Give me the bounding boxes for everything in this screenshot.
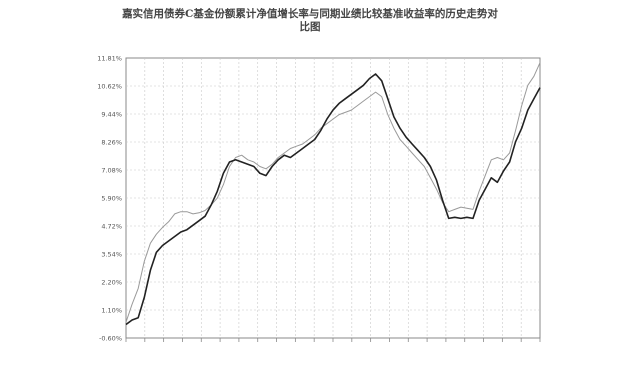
y-tick-label: 2.20%	[101, 279, 122, 287]
series-line-fund	[125, 73, 541, 326]
series-line-benchmark	[125, 62, 541, 323]
y-tick-label: 5.90%	[101, 195, 122, 203]
y-tick-label: 9.44%	[101, 111, 122, 119]
y-tick-label: 4.72%	[101, 223, 122, 231]
y-tick-label: -0.60%	[99, 335, 122, 343]
chart-title-line-2: 比图	[299, 21, 321, 33]
y-tick-label: 8.26%	[101, 139, 122, 147]
y-tick-label: 3.54%	[101, 251, 122, 259]
y-tick-label: 11.81%	[97, 55, 122, 63]
y-tick-label: 10.62%	[97, 83, 122, 91]
y-tick-label: 7.08%	[101, 167, 122, 175]
chart-title-line-1: 嘉实信用债券C基金份额累计净值增长率与同期业绩比较基准收益率的历史走势对	[122, 8, 498, 20]
y-tick-label: 1.10%	[101, 307, 122, 315]
chart-title: 嘉实信用债券C基金份额累计净值增长率与同期业绩比较基准收益率的历史走势对 比图	[60, 8, 560, 34]
